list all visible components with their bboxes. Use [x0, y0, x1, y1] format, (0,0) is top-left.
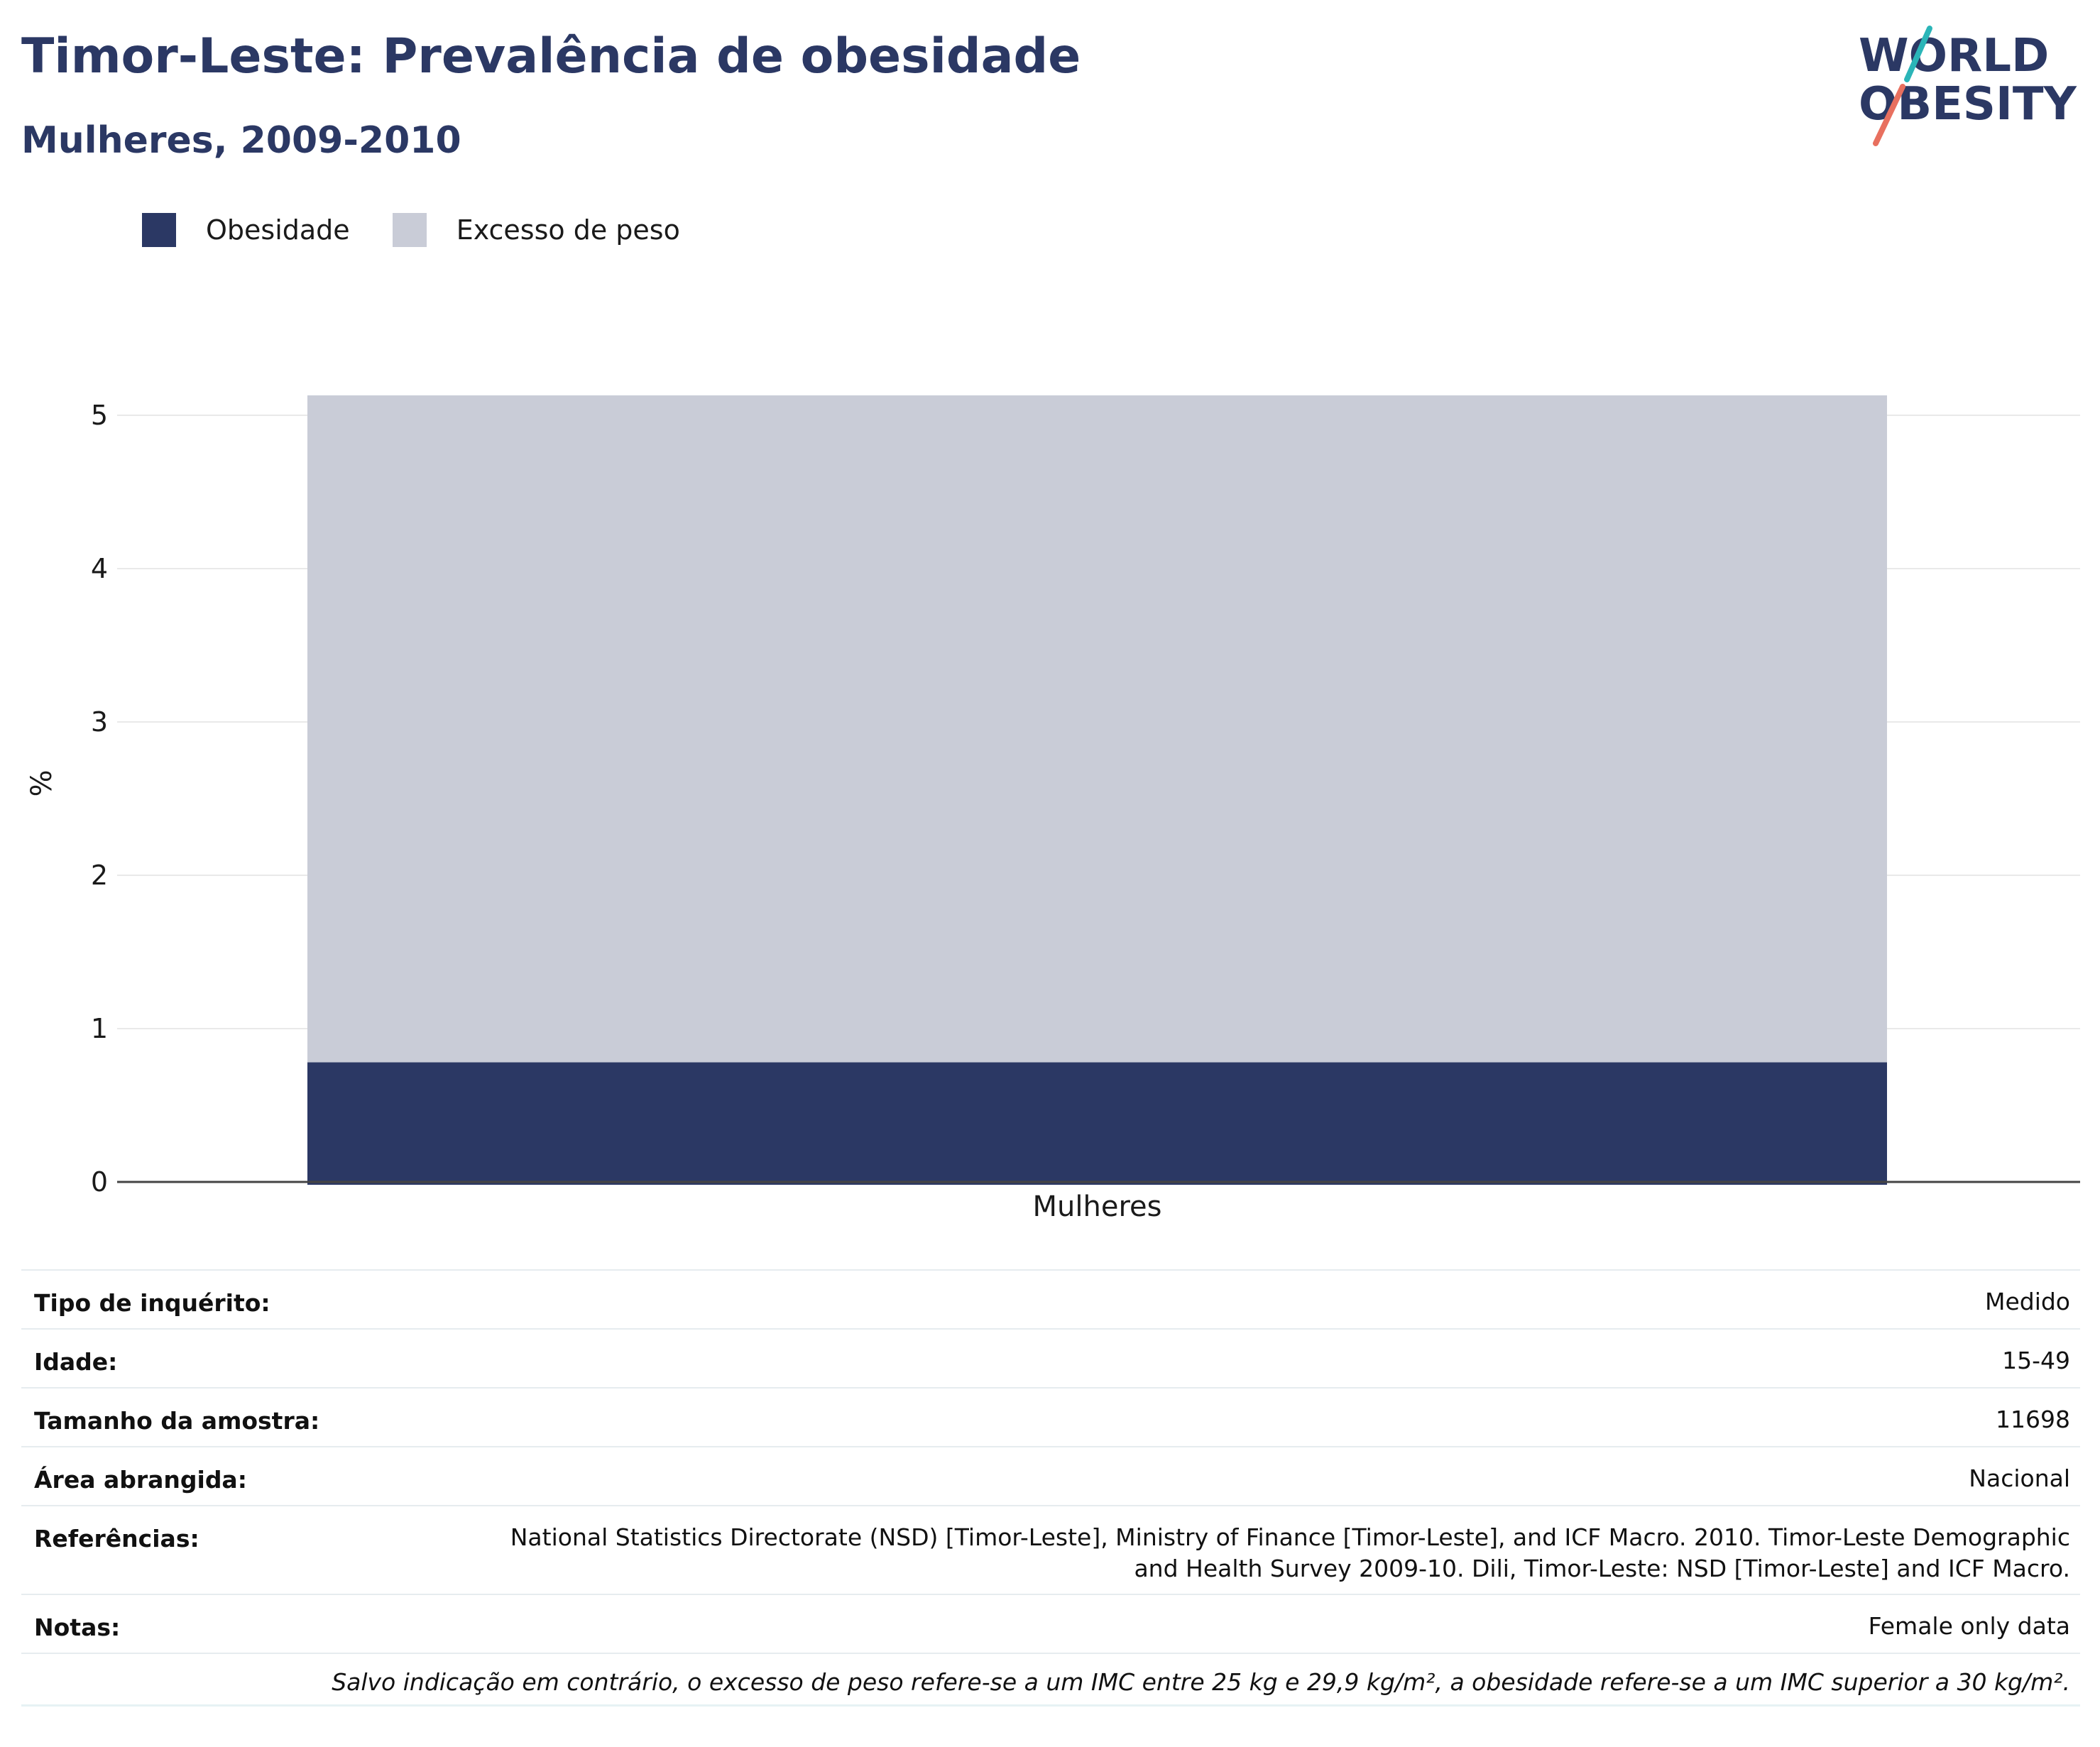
- info-label: Área abrangida:: [34, 1466, 247, 1494]
- logo-slash-coral: [1873, 84, 1905, 146]
- info-row-references: Referências: National Statistics Directo…: [21, 1505, 2080, 1594]
- info-row-notes: Notas: Female only data: [21, 1594, 2080, 1653]
- y-axis-label: %: [26, 770, 58, 796]
- info-row-survey-type: Tipo de inquérito: Medido: [21, 1269, 2080, 1328]
- page-title: Timor-Leste: Prevalência de obesidade: [21, 28, 1081, 84]
- logo-line-1: WORLD: [1859, 30, 2049, 82]
- info-row-sample-size: Tamanho da amostra: 11698: [21, 1387, 2080, 1446]
- legend-label-overweight: Excesso de peso: [456, 214, 680, 246]
- info-label: Notas:: [34, 1614, 121, 1641]
- info-label: Referências:: [34, 1525, 199, 1552]
- legend-item-obesity: Obesidade: [142, 213, 350, 247]
- bar-chart: 0 1 2 3 4 5% Mulheres: [26, 395, 2080, 1223]
- x-tick-label: Mulheres: [1033, 1190, 1162, 1223]
- info-label: Tipo de inquérito:: [34, 1289, 270, 1317]
- footnote-row: Salvo indicação em contrário, o excesso …: [21, 1653, 2080, 1707]
- bar-segment: [307, 395, 1887, 1063]
- info-row-age: Idade: 15-49: [21, 1328, 2080, 1387]
- chart-legend: Obesidade Excesso de peso: [142, 210, 723, 250]
- info-value: Nacional: [1969, 1464, 2070, 1492]
- info-value: 11698: [1996, 1406, 2070, 1433]
- info-label: Idade:: [34, 1348, 118, 1376]
- page-subtitle: Mulheres, 2009-2010: [21, 119, 461, 162]
- info-value: National Statistics Directorate (NSD) [T…: [510, 1523, 2070, 1582]
- info-value: Female only data: [1868, 1612, 2070, 1640]
- footnote: Salvo indicação em contrário, o excesso …: [332, 1668, 2070, 1696]
- info-label: Tamanho da amostra:: [34, 1407, 320, 1435]
- y-tick-label: 5: [91, 400, 108, 431]
- y-tick-label: 0: [91, 1166, 108, 1198]
- y-tick-label: 3: [91, 706, 108, 738]
- y-tick-label: 2: [91, 860, 108, 891]
- legend-swatch-overweight: [392, 213, 427, 247]
- logo-slash-teal: [1904, 26, 1932, 82]
- legend-label-obesity: Obesidade: [206, 214, 350, 246]
- info-value: 15-49: [2002, 1347, 2070, 1374]
- y-tick-label: 1: [91, 1013, 108, 1044]
- bar-segment: [307, 1062, 1887, 1185]
- legend-swatch-obesity: [142, 213, 176, 247]
- world-obesity-logo: WORLD OBESITY: [1859, 26, 2077, 146]
- legend-item-overweight: Excesso de peso: [392, 213, 680, 247]
- info-row-area: Área abrangida: Nacional: [21, 1446, 2080, 1505]
- y-tick-label: 4: [91, 553, 108, 584]
- info-table: Tipo de inquérito: Medido Idade: 15-49 T…: [21, 1269, 2080, 1707]
- info-value: Medido: [1984, 1288, 2070, 1315]
